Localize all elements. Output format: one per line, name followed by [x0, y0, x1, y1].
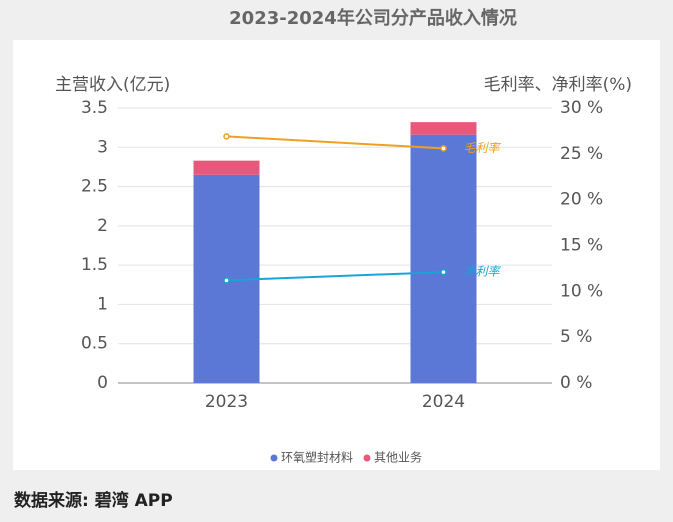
- line-label: 净利率: [464, 265, 502, 279]
- x-tick-label: 2023: [205, 392, 248, 412]
- line-point: [440, 145, 447, 152]
- legend-marker: [363, 454, 371, 462]
- line-point: [223, 133, 230, 140]
- line-point: [440, 268, 447, 276]
- y-tick-label: 1: [97, 294, 108, 314]
- y-tick-label: 1.5: [81, 255, 108, 275]
- bar: [410, 134, 477, 383]
- y-tick-label: 3.5: [81, 98, 108, 118]
- y-tick-label: 0: [97, 373, 108, 393]
- y-axis-label: 主营收入(亿元): [55, 75, 170, 95]
- y-tick-label: 3: [97, 137, 108, 157]
- y-tick-label: 2: [97, 216, 108, 236]
- y2-tick-label: 20 %: [560, 190, 603, 210]
- line: [226, 135, 444, 150]
- y-tick-label: 0.5: [81, 334, 108, 354]
- bar: [410, 122, 477, 135]
- legend-marker: [270, 454, 278, 462]
- y2-tick-label: 25 %: [560, 144, 603, 164]
- line-point: [223, 277, 230, 284]
- plot-panel: [13, 40, 660, 470]
- line-label: 毛利率: [464, 141, 502, 155]
- y2-axis-label: 毛利率、净利率(%): [484, 75, 632, 95]
- source-note: 数据来源: 碧湾 APP: [14, 490, 173, 511]
- line: [226, 271, 444, 282]
- y2-tick-label: 10 %: [560, 281, 603, 301]
- chart-title: 2023-2024年公司分产品收入情况: [229, 7, 517, 29]
- y2-tick-label: 30 %: [560, 98, 603, 118]
- x-tick-label: 2024: [422, 392, 465, 412]
- y2-tick-label: 0 %: [560, 373, 592, 393]
- bar: [193, 160, 260, 175]
- y2-tick-label: 5 %: [560, 327, 592, 347]
- y2-tick-label: 15 %: [560, 236, 603, 256]
- legend-label: 环氧塑封材料: [281, 450, 353, 465]
- legend-label: 其他业务: [374, 450, 422, 465]
- y-tick-label: 2.5: [81, 177, 108, 197]
